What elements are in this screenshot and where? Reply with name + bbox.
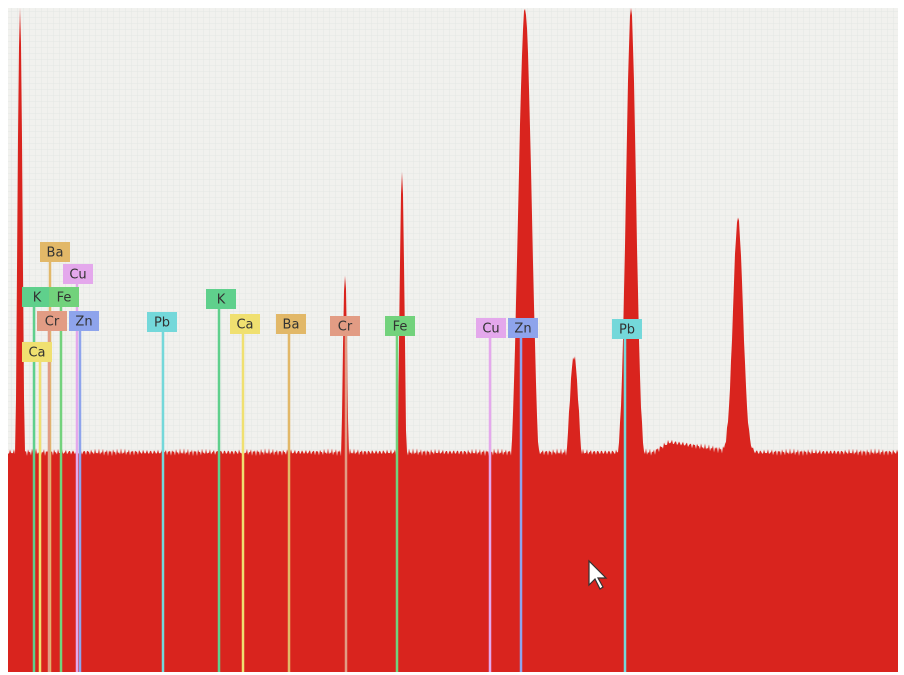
marker-box — [612, 319, 642, 339]
marker-label: Pb — [619, 323, 635, 338]
marker-label: Ba — [47, 246, 64, 261]
mouse-cursor — [588, 559, 608, 590]
marker-label: Fe — [393, 320, 408, 335]
marker-label: K — [33, 291, 42, 306]
marker-label: Ca — [28, 346, 45, 361]
marker-box — [49, 287, 79, 307]
marker-label: Ca — [236, 318, 253, 333]
marker-label: Pb — [154, 316, 170, 331]
marker-box — [476, 318, 506, 338]
marker-box — [508, 318, 538, 338]
marker-label: K — [217, 293, 226, 308]
marker-label: Fe — [57, 291, 72, 306]
marker-box — [276, 314, 306, 334]
marker-box — [22, 342, 52, 362]
marker-label: Cr — [338, 320, 353, 335]
marker-box — [37, 311, 67, 331]
marker-box — [230, 314, 260, 334]
marker-box — [63, 264, 93, 284]
marker-box — [330, 316, 360, 336]
marker-label: Cu — [482, 322, 499, 337]
marker-label: Zn — [75, 315, 92, 330]
marker-label: Zn — [514, 322, 531, 337]
marker-box — [147, 312, 177, 332]
marker-box — [385, 316, 415, 336]
spectrum — [8, 7, 898, 673]
marker-box — [206, 289, 236, 309]
marker-box — [22, 287, 52, 307]
marker-label: Cu — [69, 268, 86, 283]
marker-box — [69, 311, 99, 331]
marker-label: Cr — [45, 315, 60, 330]
marker-label: Ba — [283, 318, 300, 333]
marker-box — [40, 242, 70, 262]
